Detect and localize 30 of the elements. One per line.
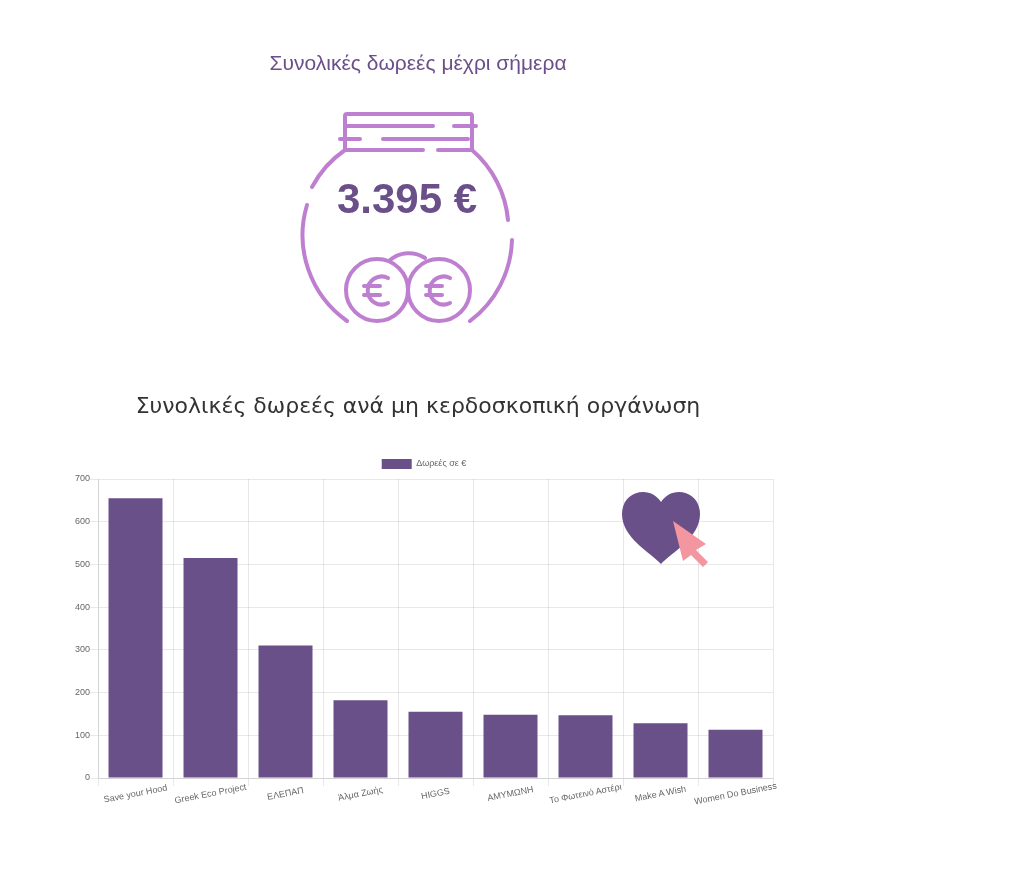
legend-label: Δωρεές σε €	[416, 458, 467, 469]
y-tick-label: 400	[74, 601, 91, 612]
x-tick-label: ΕΛΕΠΑΠ	[266, 785, 305, 802]
bar	[633, 723, 688, 778]
x-tick-label: Save your Hood	[102, 782, 168, 805]
text: 3.395 €	[335, 175, 479, 223]
bar	[558, 715, 613, 778]
bar	[408, 711, 463, 778]
x-tick-label: HIGGS	[420, 785, 451, 802]
y-tick-label: 600	[74, 516, 91, 527]
x-tick-label: Άλμα Ζωής	[337, 784, 385, 803]
y-tick-label: 100	[74, 729, 91, 740]
x-tick-label: Women Do Business	[693, 780, 778, 807]
x-tick-label: ΑΜΥΜΩΝΗ	[486, 784, 535, 803]
bar	[708, 729, 763, 778]
bar	[333, 700, 388, 778]
chart-title: Συνολικές δωρεές ανά μη κερδοσκοπική οργάνωση	[134, 393, 702, 418]
x-tick-label: Greek Eco Project	[173, 781, 248, 806]
x-tick-label: Το Φωτεινό Αστέρι	[548, 781, 623, 806]
bar	[183, 558, 238, 778]
y-tick-label: 300	[74, 644, 91, 655]
y-tick-label: 200	[74, 687, 91, 698]
bar	[483, 714, 538, 778]
y-tick-label: 700	[74, 473, 91, 484]
bar	[108, 498, 163, 778]
x-tick-label: Make A Wish	[633, 783, 687, 804]
y-tick-label: 500	[74, 558, 91, 569]
text: Συνολικές δωρεές μέχρι σήμερα	[268, 51, 568, 75]
y-tick-label: 0	[85, 772, 91, 783]
bar	[258, 645, 313, 778]
